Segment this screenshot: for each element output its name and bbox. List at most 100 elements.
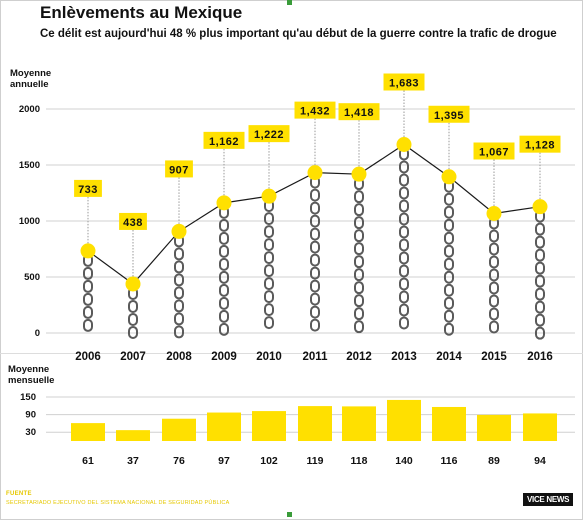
chain-link	[444, 244, 454, 258]
chain-link	[444, 283, 454, 297]
chain-link	[399, 277, 409, 291]
chain-link	[444, 205, 454, 219]
x-tick-label: 2007	[120, 351, 146, 363]
bar-value-label: 97	[218, 455, 230, 467]
data-point	[396, 137, 412, 153]
chain-link	[489, 281, 499, 295]
chain-link	[264, 251, 274, 265]
chain-link	[310, 201, 320, 215]
chain-link	[444, 296, 454, 310]
chain-link	[219, 218, 229, 232]
x-tick-label: 2012	[346, 351, 372, 363]
top-y-tick-label: 1000	[19, 216, 40, 227]
chain-link	[174, 312, 184, 326]
data-label-box	[203, 131, 245, 149]
monthly-bar	[207, 412, 241, 441]
chain-link	[444, 231, 454, 245]
chain-link	[174, 299, 184, 313]
chain-link	[354, 255, 364, 269]
chain-link	[489, 255, 499, 269]
chain-link	[399, 173, 409, 187]
chain-link	[535, 261, 545, 275]
chain-link	[535, 326, 545, 340]
chain-link	[219, 257, 229, 271]
resize-handle-top[interactable]	[287, 0, 292, 5]
chain-illustration	[535, 209, 545, 340]
bar-value-label: 76	[173, 455, 185, 467]
monthly-bar	[432, 406, 466, 441]
chain-link	[310, 305, 320, 319]
top-y-tick-label: 1500	[19, 160, 40, 171]
chain-link	[174, 286, 184, 300]
chain-link	[354, 216, 364, 230]
x-tick-label: 2011	[303, 351, 329, 363]
bar-value-label: 102	[260, 455, 278, 467]
data-point	[486, 205, 502, 221]
chain-illustration	[354, 177, 364, 334]
chain-link	[535, 287, 545, 301]
data-label-box	[338, 103, 380, 121]
vice-news-logo: VICE NEWS	[523, 493, 574, 506]
chain-link	[264, 303, 274, 317]
data-label-box	[383, 73, 425, 91]
chain-link	[310, 188, 320, 202]
chain-link	[354, 229, 364, 243]
x-tick-label: 2014	[436, 351, 462, 363]
data-label: 1,162	[209, 136, 239, 148]
x-tick-label: 2006	[75, 351, 101, 363]
data-label-box	[74, 179, 102, 197]
data-point	[532, 199, 548, 215]
chain-link	[535, 313, 545, 327]
chain-link	[83, 305, 93, 319]
chain-link	[219, 231, 229, 245]
chain-link	[310, 292, 320, 306]
chain-link	[310, 253, 320, 267]
chain-link	[444, 257, 454, 271]
chart-subtitle: Ce délit est aujourd'hui 48 % plus impor…	[40, 28, 557, 40]
chain-link	[535, 222, 545, 236]
bar-value-label: 140	[395, 455, 413, 467]
chain-link	[535, 235, 545, 249]
data-label: 907	[169, 164, 189, 176]
data-label-box	[119, 212, 147, 230]
chain-link	[444, 309, 454, 323]
chain-link	[264, 225, 274, 239]
chain-link	[354, 320, 364, 334]
chain-illustration	[444, 179, 454, 336]
data-label: 733	[78, 184, 98, 196]
chain-link	[264, 264, 274, 278]
data-point	[171, 223, 187, 239]
bottom-y-tick-label: 90	[25, 410, 36, 421]
chain-link	[535, 300, 545, 314]
monthly-bar	[477, 414, 511, 441]
x-tick-label: 2013	[391, 351, 417, 363]
monthly-bar	[342, 406, 376, 441]
bar-value-label: 89	[488, 455, 500, 467]
chain-link	[219, 296, 229, 310]
chain-link	[128, 299, 138, 313]
chain-link	[128, 312, 138, 326]
chain-link	[535, 248, 545, 262]
chain-link	[489, 307, 499, 321]
chain-link	[399, 199, 409, 213]
chain-link	[489, 229, 499, 243]
chain-link	[489, 242, 499, 256]
data-label-box	[248, 125, 290, 143]
data-label-box	[519, 135, 561, 153]
resize-handle-bottom[interactable]	[287, 512, 292, 517]
bar-value-label: 118	[351, 455, 368, 467]
bar-value-label: 116	[441, 455, 458, 467]
chain-link	[399, 225, 409, 239]
chain-link	[83, 292, 93, 306]
chain-link	[354, 281, 364, 295]
data-label: 438	[123, 217, 143, 229]
chain-link	[354, 203, 364, 217]
data-label-box	[473, 142, 515, 160]
chain-link	[535, 274, 545, 288]
data-label: 1,418	[344, 107, 374, 119]
chain-link	[354, 268, 364, 282]
chain-link	[310, 279, 320, 293]
chain-link	[128, 325, 138, 339]
bar-value-label: 94	[534, 455, 546, 467]
